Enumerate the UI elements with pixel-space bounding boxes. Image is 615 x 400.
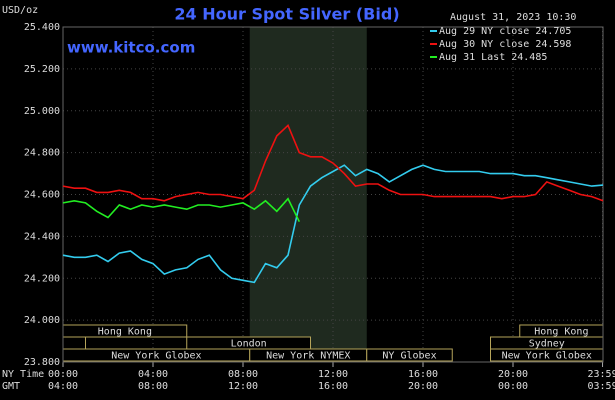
y-tick-label: 24.200 [24,273,60,284]
x-tick-label: 08:00 [228,369,258,380]
session-label: Sydney [529,339,565,350]
chart-subtitle: www.kitco.com [67,39,195,57]
session-label: London [231,339,267,350]
y-tick-label: 25.200 [24,64,60,75]
legend-label: Aug 31 Last 24.485 [439,52,547,63]
series-line [62,197,301,223]
chart-title: 24 Hour Spot Silver (Bid) [174,5,399,24]
x-tick-label: 04:00 [138,369,168,380]
series-line [62,124,604,202]
legend-label: Aug 30 NY close 24.598 [439,39,571,50]
x-row-label: NY Time [2,369,44,380]
x2-row-label: GMT [2,381,20,392]
x2-tick-label: 20:00 [408,381,438,392]
session-label: New York NYMEX [266,351,350,362]
session-bar [62,336,86,350]
x2-tick-label: 08:00 [138,381,168,392]
series-line [62,164,604,284]
y-tick-label: 25.400 [24,22,60,33]
x2-tick-label: 12:00 [228,381,258,392]
session-label: Hong Kong [534,327,588,338]
y-tick-label: 25.000 [24,106,60,117]
y-axis-label: USD/oz [2,5,38,16]
plot-frame [62,26,604,363]
session-bar [366,348,453,362]
y-tick-label: 24.600 [24,190,60,201]
x2-tick-label: 16:00 [318,381,348,392]
session-label: New York Globex [111,351,201,362]
x2-tick-label: 04:00 [48,381,78,392]
date-label: August 31, 2023 10:30 [450,12,576,23]
y-tick-label: 24.400 [24,231,60,242]
session-label: NY Globex [382,351,436,362]
x2-tick-label: 03:59 [587,381,615,392]
x-tick-label: 20:00 [498,369,528,380]
x-tick-label: 00:00 [48,369,78,380]
x-tick-label: 16:00 [408,369,438,380]
y-tick-label: 24.800 [24,148,60,159]
y-tick-label: 24.000 [24,315,60,326]
legend-label: Aug 29 NY close 24.705 [439,26,571,37]
session-label: New York Globex [502,351,592,362]
x-tick-label: 12:00 [318,369,348,380]
session-label: Hong Kong [98,327,152,338]
x-tick-label: 23:59 [587,369,615,380]
y-tick-label: 23.800 [24,357,60,368]
x2-tick-label: 00:00 [498,381,528,392]
